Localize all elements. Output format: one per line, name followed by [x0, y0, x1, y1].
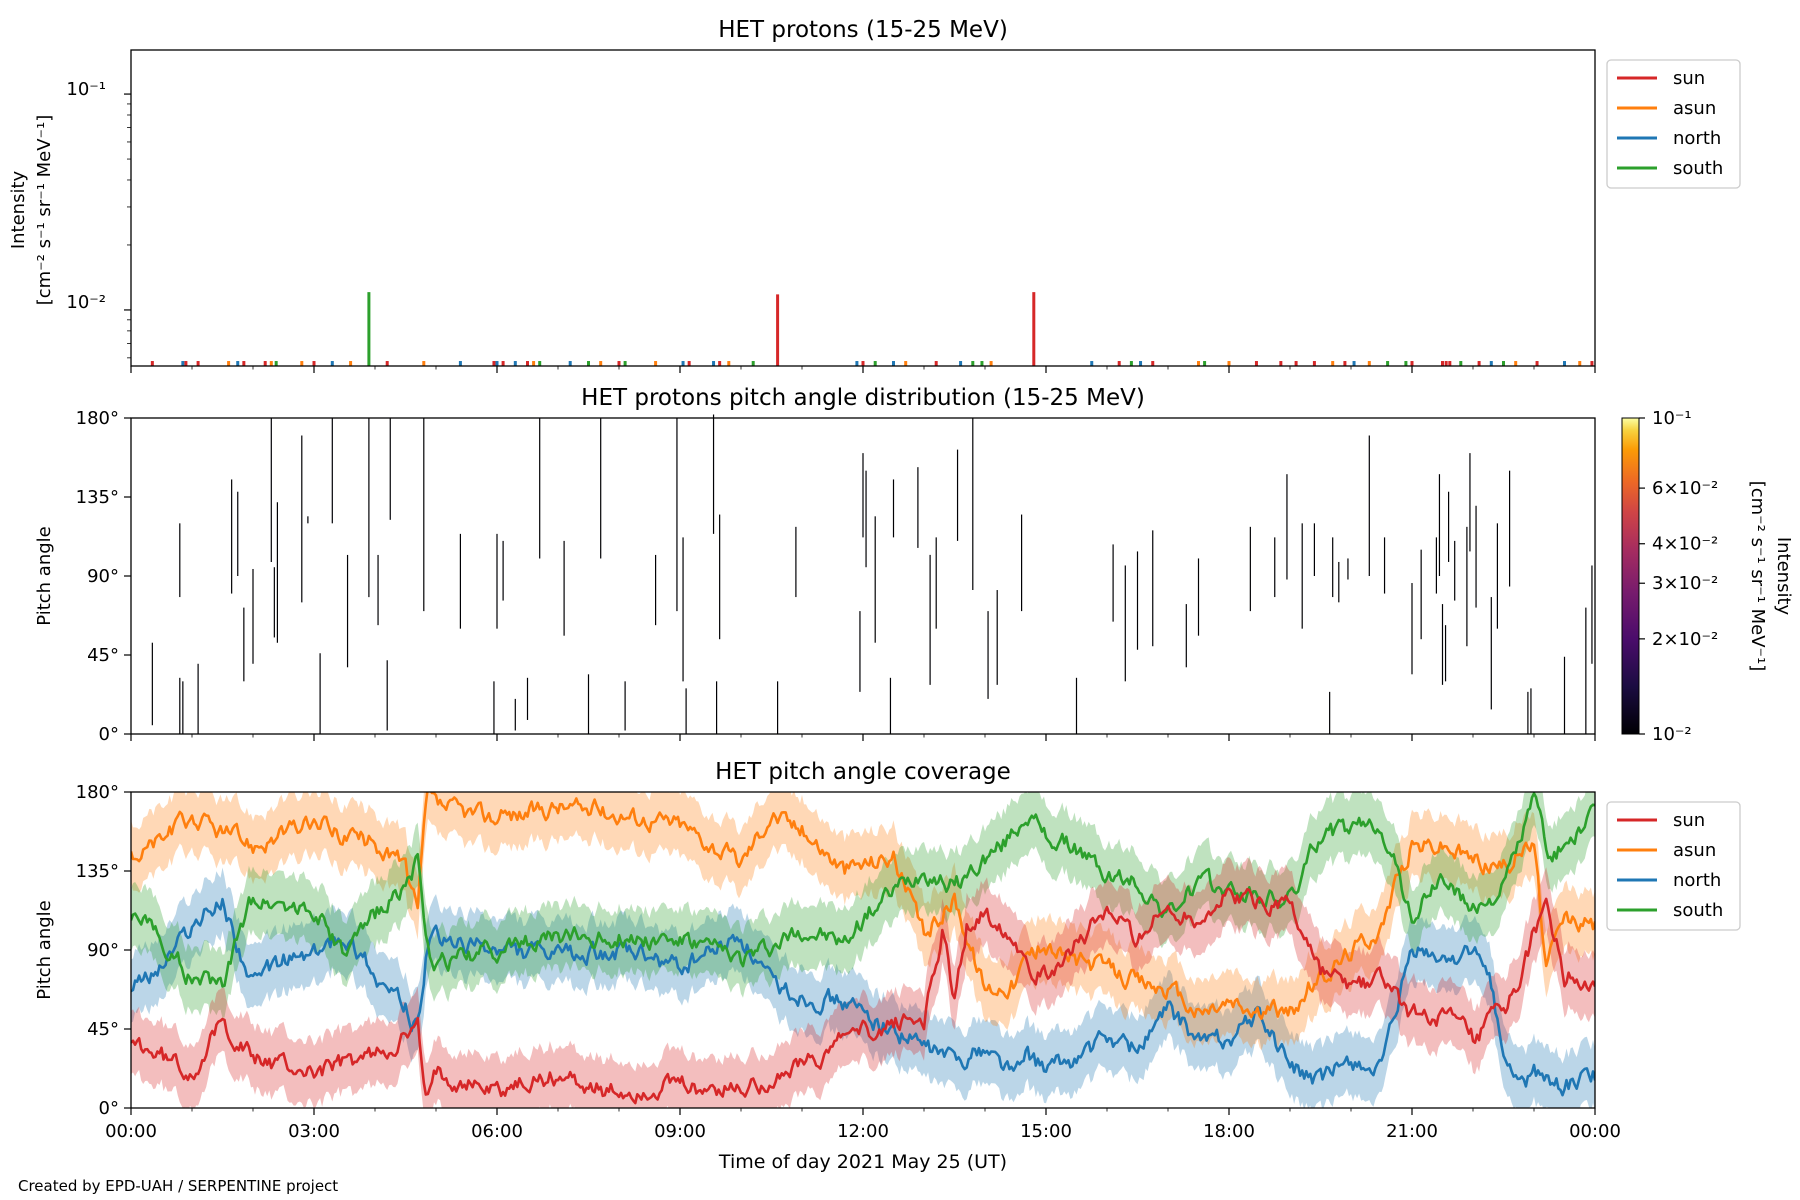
x-tick-label: 03:00 — [288, 1121, 340, 1142]
x-tick-label: 06:00 — [471, 1121, 523, 1142]
panel1-ylabel-units: [cm⁻² s⁻¹ sr⁻¹ MeV⁻¹] — [34, 115, 55, 306]
panel-pitch-angle-distribution: HET protons pitch angle distribution (15… — [34, 385, 1794, 745]
colorbar-tick-label: 4×10⁻² — [1652, 534, 1718, 555]
panel2-y-axis: 0° 45° 90° 135° 180° — [76, 408, 131, 745]
panel1-title: HET protons (15-25 MeV) — [718, 17, 1008, 43]
x-tick-label: 00:00 — [105, 1121, 157, 1142]
coverage-line-south — [131, 792, 1595, 988]
colorbar-label-units: [cm⁻² s⁻¹ sr⁻¹ MeV⁻¹] — [1747, 481, 1768, 672]
panel-intensity: HET protons (15-25 MeV) 10⁻¹ 10⁻² Intens… — [8, 17, 1741, 373]
colorbar-ticks: 10⁻¹ 6×10⁻² 4×10⁻² 3×10⁻² 2×10⁻² 10⁻² — [1639, 408, 1718, 745]
panel1-ylabel: Intensity — [8, 170, 29, 249]
x-tick-label: 12:00 — [837, 1121, 889, 1142]
footer-credit: Created by EPD-UAH / SERPENTINE project — [18, 1177, 338, 1195]
panel1-y-axis: 10⁻¹ 10⁻² — [66, 79, 131, 359]
panel2-ylabel: Pitch angle — [34, 526, 55, 625]
panel-pitch-angle-coverage: HET pitch angle coverage 0° 45° 90° 135° 180… — [34, 759, 1741, 1142]
x-axis-label: Time of day 2021 May 25 (UT) — [718, 1151, 1007, 1173]
colorbar-label: Intensity — [1773, 537, 1794, 616]
panel1-x-axis — [130, 366, 1596, 373]
y-tick-label: 180° — [76, 782, 119, 803]
panel3-y-axis: 0° 45° 90° 135° 180° — [76, 782, 131, 1119]
coverage-band-asun — [131, 792, 1595, 1051]
x-tick-label: 00:00 — [1569, 1121, 1621, 1142]
panel1-legend: sun asun north south — [1606, 59, 1741, 189]
panel3-legend: sun asun north south — [1606, 801, 1741, 931]
colorbar-tick-label: 3×10⁻² — [1652, 573, 1718, 594]
coverage-lines — [131, 792, 1595, 1105]
panel3-x-axis: 00:00 03:00 06:00 09:00 12:00 15:00 18:00 21:00… — [105, 1108, 1621, 1142]
colorbar-tick-label: 10⁻¹ — [1652, 408, 1692, 429]
colorbar-tick-label: 2×10⁻² — [1652, 629, 1718, 650]
legend-asun-label: asun — [1673, 840, 1716, 861]
legend-south-label: south — [1673, 158, 1723, 179]
panel1-ytick-label: 10⁻² — [66, 292, 106, 313]
coverage-band-north — [131, 867, 1595, 1108]
panel2-heatmap-segments — [151, 414, 1593, 734]
legend-north-label: north — [1673, 128, 1721, 149]
y-tick-label: 135° — [76, 861, 119, 882]
panel2-x-axis — [130, 734, 1596, 741]
legend-asun-label: asun — [1673, 98, 1716, 119]
colorbar-gradient — [1621, 417, 1640, 735]
coverage-line-north — [131, 897, 1595, 1097]
panel1-ytick-label: 10⁻¹ — [66, 79, 106, 100]
y-tick-label: 0° — [99, 724, 119, 745]
coverage-line-asun — [131, 792, 1595, 1021]
colorbar-tick-label: 6×10⁻² — [1652, 478, 1718, 499]
x-tick-label: 18:00 — [1203, 1121, 1255, 1142]
legend-south-label: south — [1673, 900, 1723, 921]
y-tick-label: 0° — [99, 1098, 119, 1119]
x-tick-label: 21:00 — [1386, 1121, 1438, 1142]
x-tick-label: 15:00 — [1020, 1121, 1072, 1142]
coverage-line-sun — [131, 887, 1595, 1105]
x-tick-label: 09:00 — [654, 1121, 706, 1142]
legend-north-label: north — [1673, 870, 1721, 891]
panel1-frame — [130, 49, 1596, 367]
y-tick-label: 90° — [87, 566, 119, 587]
y-tick-label: 45° — [87, 645, 119, 666]
panel2-title: HET protons pitch angle distribution (15… — [581, 385, 1145, 411]
colorbar: 10⁻¹ 6×10⁻² 4×10⁻² 3×10⁻² 2×10⁻² 10⁻² Intensi… — [1621, 408, 1794, 745]
y-tick-label: 45° — [87, 1019, 119, 1040]
panel3-title: HET pitch angle coverage — [715, 759, 1011, 785]
y-tick-label: 180° — [76, 408, 119, 429]
y-tick-label: 135° — [76, 487, 119, 508]
legend-sun-label: sun — [1673, 810, 1705, 831]
panel3-ylabel: Pitch angle — [34, 900, 55, 999]
colorbar-tick-label: 10⁻² — [1652, 724, 1692, 745]
coverage-band-sun — [131, 857, 1595, 1108]
legend-sun-label: sun — [1673, 68, 1705, 89]
y-tick-label: 90° — [87, 940, 119, 961]
panel1-spikes — [150, 292, 1594, 366]
panel3-coverage-lines — [131, 792, 1595, 1108]
